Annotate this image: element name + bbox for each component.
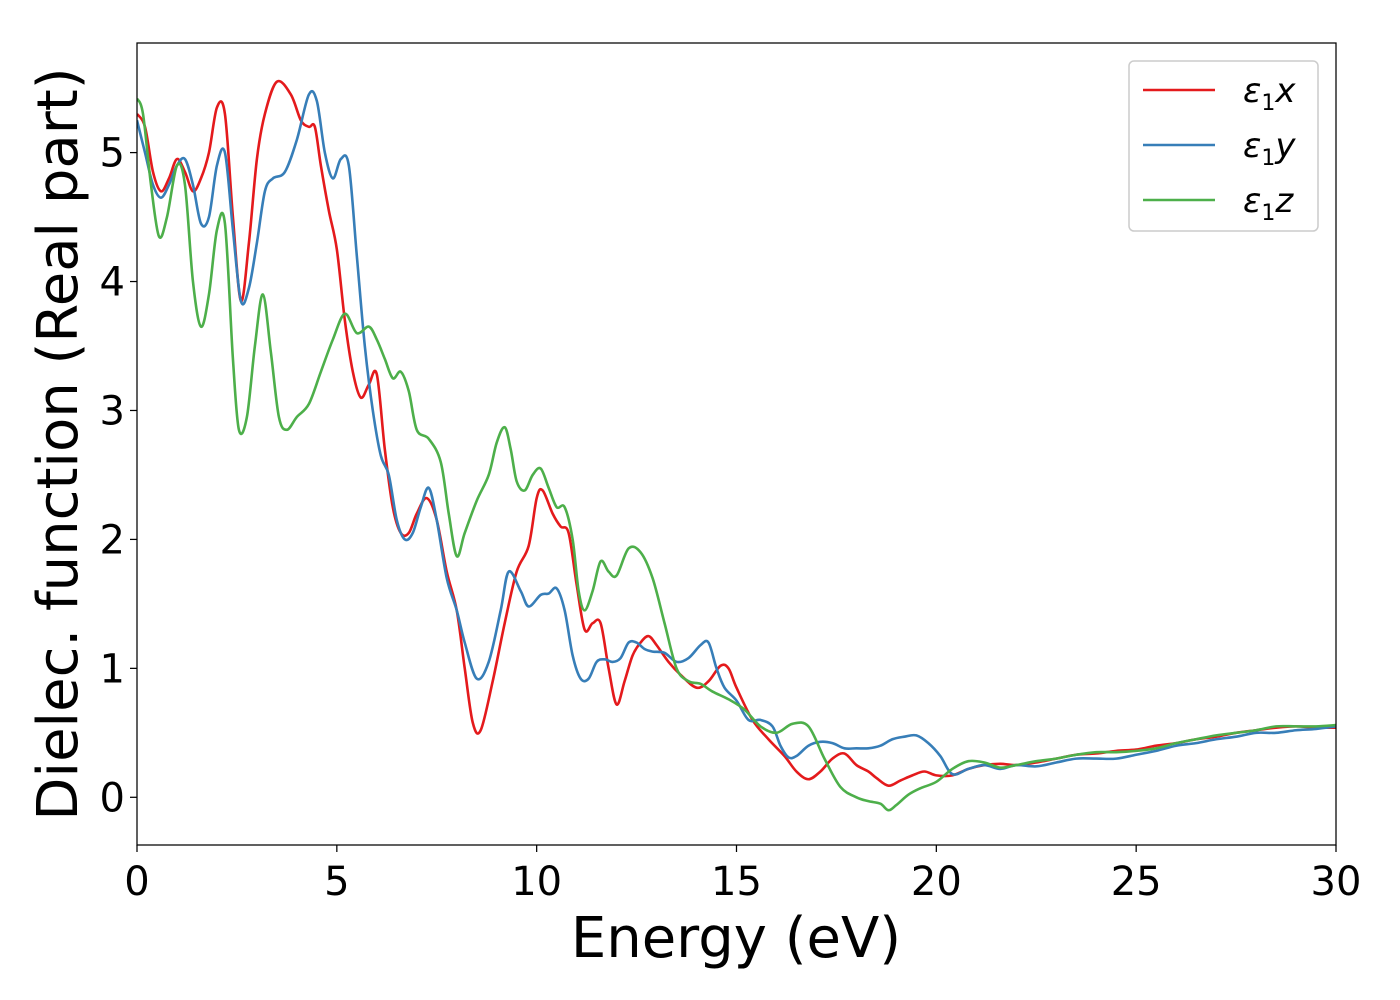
legend-frame xyxy=(1128,60,1319,232)
x-tick-label: 30 xyxy=(1311,859,1362,905)
legend-label-z: ε1z xyxy=(1243,181,1294,226)
y-axis-label: Dielec. function (Real part) xyxy=(26,67,91,820)
x-tick-label: 5 xyxy=(324,859,349,905)
y-tick-label: 0 xyxy=(100,775,125,821)
x-tick-label: 0 xyxy=(124,859,149,905)
series-layer xyxy=(137,79,1336,812)
series-line-z xyxy=(137,97,1336,812)
x-tick-label: 20 xyxy=(911,859,962,905)
legend: ε1x ε1y ε1z xyxy=(1128,60,1319,232)
series-line-y xyxy=(137,89,1336,776)
x-tick-label: 10 xyxy=(511,859,562,905)
y-tick-label: 4 xyxy=(100,260,125,306)
x-tick-label: 25 xyxy=(1111,859,1162,905)
y-tick-label: 2 xyxy=(100,517,125,563)
x-axis: 0 5 10 15 20 25 30 xyxy=(124,845,1361,905)
y-tick-label: 5 xyxy=(100,131,125,177)
y-tick-label: 3 xyxy=(100,388,125,434)
x-axis-label: Energy (eV) xyxy=(571,906,901,971)
y-tick-label: 1 xyxy=(100,646,125,692)
legend-label-x: ε1x xyxy=(1243,71,1296,116)
y-axis: 0 1 2 3 4 5 xyxy=(100,131,137,821)
x-tick-label: 15 xyxy=(711,859,762,905)
legend-label-y: ε1y xyxy=(1243,126,1296,171)
